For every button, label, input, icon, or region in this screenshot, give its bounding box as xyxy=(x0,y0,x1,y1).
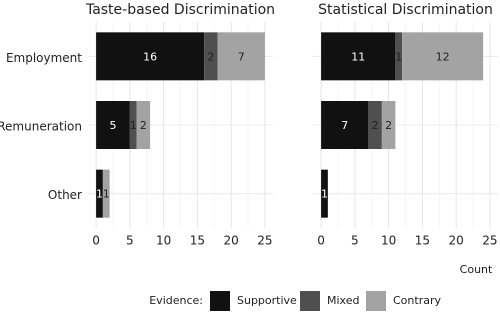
bar-segment xyxy=(402,32,484,81)
value-label: 1 xyxy=(395,50,402,63)
x-tick-label: 5 xyxy=(351,234,359,248)
x-tick-label: 10 xyxy=(381,234,396,248)
value-label: 11 xyxy=(351,50,365,63)
legend-title: Evidence: xyxy=(149,294,203,307)
x-tick-label: 25 xyxy=(257,234,272,248)
x-tick-label: 10 xyxy=(156,234,171,248)
bar-segment xyxy=(381,101,396,149)
value-label: 2 xyxy=(372,119,379,132)
value-label: 7 xyxy=(238,50,245,63)
bar-segment xyxy=(368,101,382,149)
x-axis-title: Count xyxy=(460,263,493,276)
bar-segment xyxy=(204,32,218,81)
panel-title: Statistical Discrimination xyxy=(318,2,493,18)
legend-swatch xyxy=(300,291,320,311)
legend-label: Supportive xyxy=(237,294,297,307)
x-tick-label: 0 xyxy=(92,234,100,248)
x-tick-label: 15 xyxy=(190,234,205,248)
bar-segment xyxy=(102,169,110,218)
x-tick-label: 5 xyxy=(126,234,134,248)
x-tick-label: 25 xyxy=(482,234,497,248)
value-label: 1 xyxy=(321,188,328,201)
legend-swatch xyxy=(366,291,386,311)
bar-segment xyxy=(96,169,103,218)
value-label: 12 xyxy=(436,50,450,63)
bar-segment xyxy=(136,101,151,149)
value-label: 2 xyxy=(140,119,147,132)
x-tick-label: 20 xyxy=(448,234,463,248)
bar-segment xyxy=(321,101,369,149)
value-label: 7 xyxy=(341,119,348,132)
value-label: 16 xyxy=(143,50,157,63)
y-tick-label: Other xyxy=(48,188,82,202)
value-label: 2 xyxy=(385,119,392,132)
x-tick-label: 15 xyxy=(415,234,430,248)
bar-segment xyxy=(96,32,205,81)
bar-segment xyxy=(321,32,396,81)
legend-label: Contrary xyxy=(393,294,441,307)
value-label: 5 xyxy=(109,119,116,132)
value-label: 1 xyxy=(130,119,137,132)
bar-segment xyxy=(96,101,130,149)
legend-swatch xyxy=(210,291,230,311)
bar-segment xyxy=(217,32,265,81)
bar-segment xyxy=(395,32,403,81)
bar-segment xyxy=(321,169,328,218)
legend-label: Mixed xyxy=(327,294,359,307)
y-tick-label: Remuneration xyxy=(0,120,82,134)
value-label: 1 xyxy=(96,188,103,201)
x-tick-label: 20 xyxy=(223,234,238,248)
panel-title: Taste-based Discrimination xyxy=(85,2,275,18)
x-tick-label: 0 xyxy=(317,234,325,248)
y-tick-label: Employment xyxy=(6,51,82,65)
value-label: 1 xyxy=(103,188,110,201)
value-label: 2 xyxy=(207,50,214,63)
bar-segment xyxy=(129,101,137,149)
